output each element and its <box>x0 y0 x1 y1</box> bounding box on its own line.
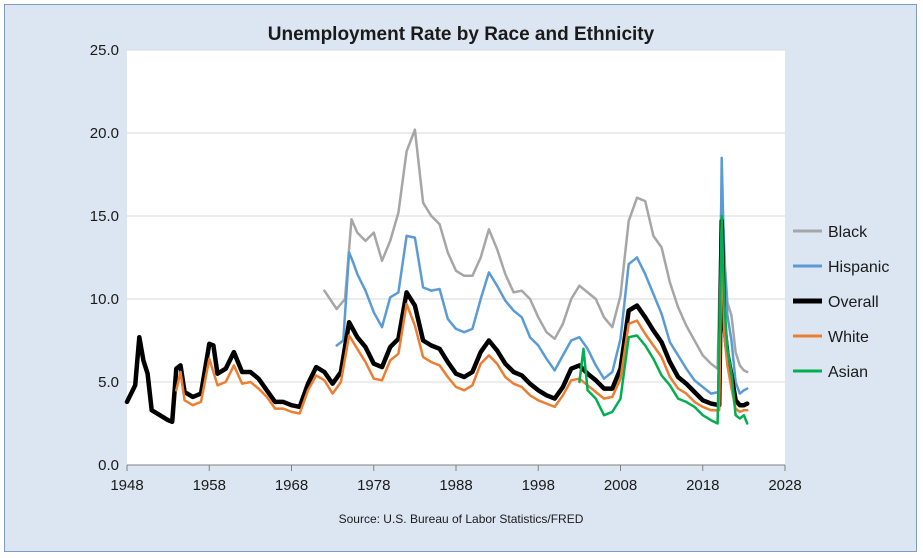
legend-label-black: Black <box>828 224 868 241</box>
y-tick-label-4: 20.0 <box>90 125 119 142</box>
x-tick-label-0: 1948 <box>110 477 143 494</box>
series-line-hispanic <box>335 156 749 395</box>
legend: Black Hispanic Overall White Asian <box>793 224 889 381</box>
x-tick-label-3: 1978 <box>357 477 390 494</box>
chart-source: Source: U.S. Bureau of Labor Statistics/… <box>339 512 584 526</box>
legend-label-hispanic: Hispanic <box>828 259 889 276</box>
legend-label-white: White <box>828 329 869 346</box>
series-line-overall <box>124 218 750 425</box>
x-tick-label-6: 2008 <box>604 477 637 494</box>
y-tick-label-2: 10.0 <box>90 291 119 308</box>
series-line-black <box>323 128 749 374</box>
y-tick-label-3: 15.0 <box>90 208 119 225</box>
x-tick-label-2: 1968 <box>275 477 308 494</box>
x-tick-label-7: 2018 <box>686 477 719 494</box>
x-tick-label-5: 1998 <box>522 477 555 494</box>
series-line-white <box>175 228 749 415</box>
series-lines <box>124 128 750 425</box>
legend-label-asian: Asian <box>828 364 868 381</box>
y-tick-label-5: 25.0 <box>90 42 119 59</box>
y-tick-label-0: 0.0 <box>98 457 119 474</box>
x-tick-label-1: 1958 <box>193 477 226 494</box>
chart-title: Unemployment Rate by Race and Ethnicity <box>268 24 655 45</box>
axis-ticks: 0.0 5.0 10.0 15.0 20.0 25.0 1948 1958 1968 1978 19… <box>90 42 802 494</box>
x-tick-label-4: 1988 <box>439 477 472 494</box>
x-tick-label-8: 2028 <box>768 477 801 494</box>
legend-label-overall: Overall <box>828 294 879 311</box>
y-tick-label-1: 5.0 <box>98 374 119 391</box>
series-line-asian <box>578 214 749 425</box>
